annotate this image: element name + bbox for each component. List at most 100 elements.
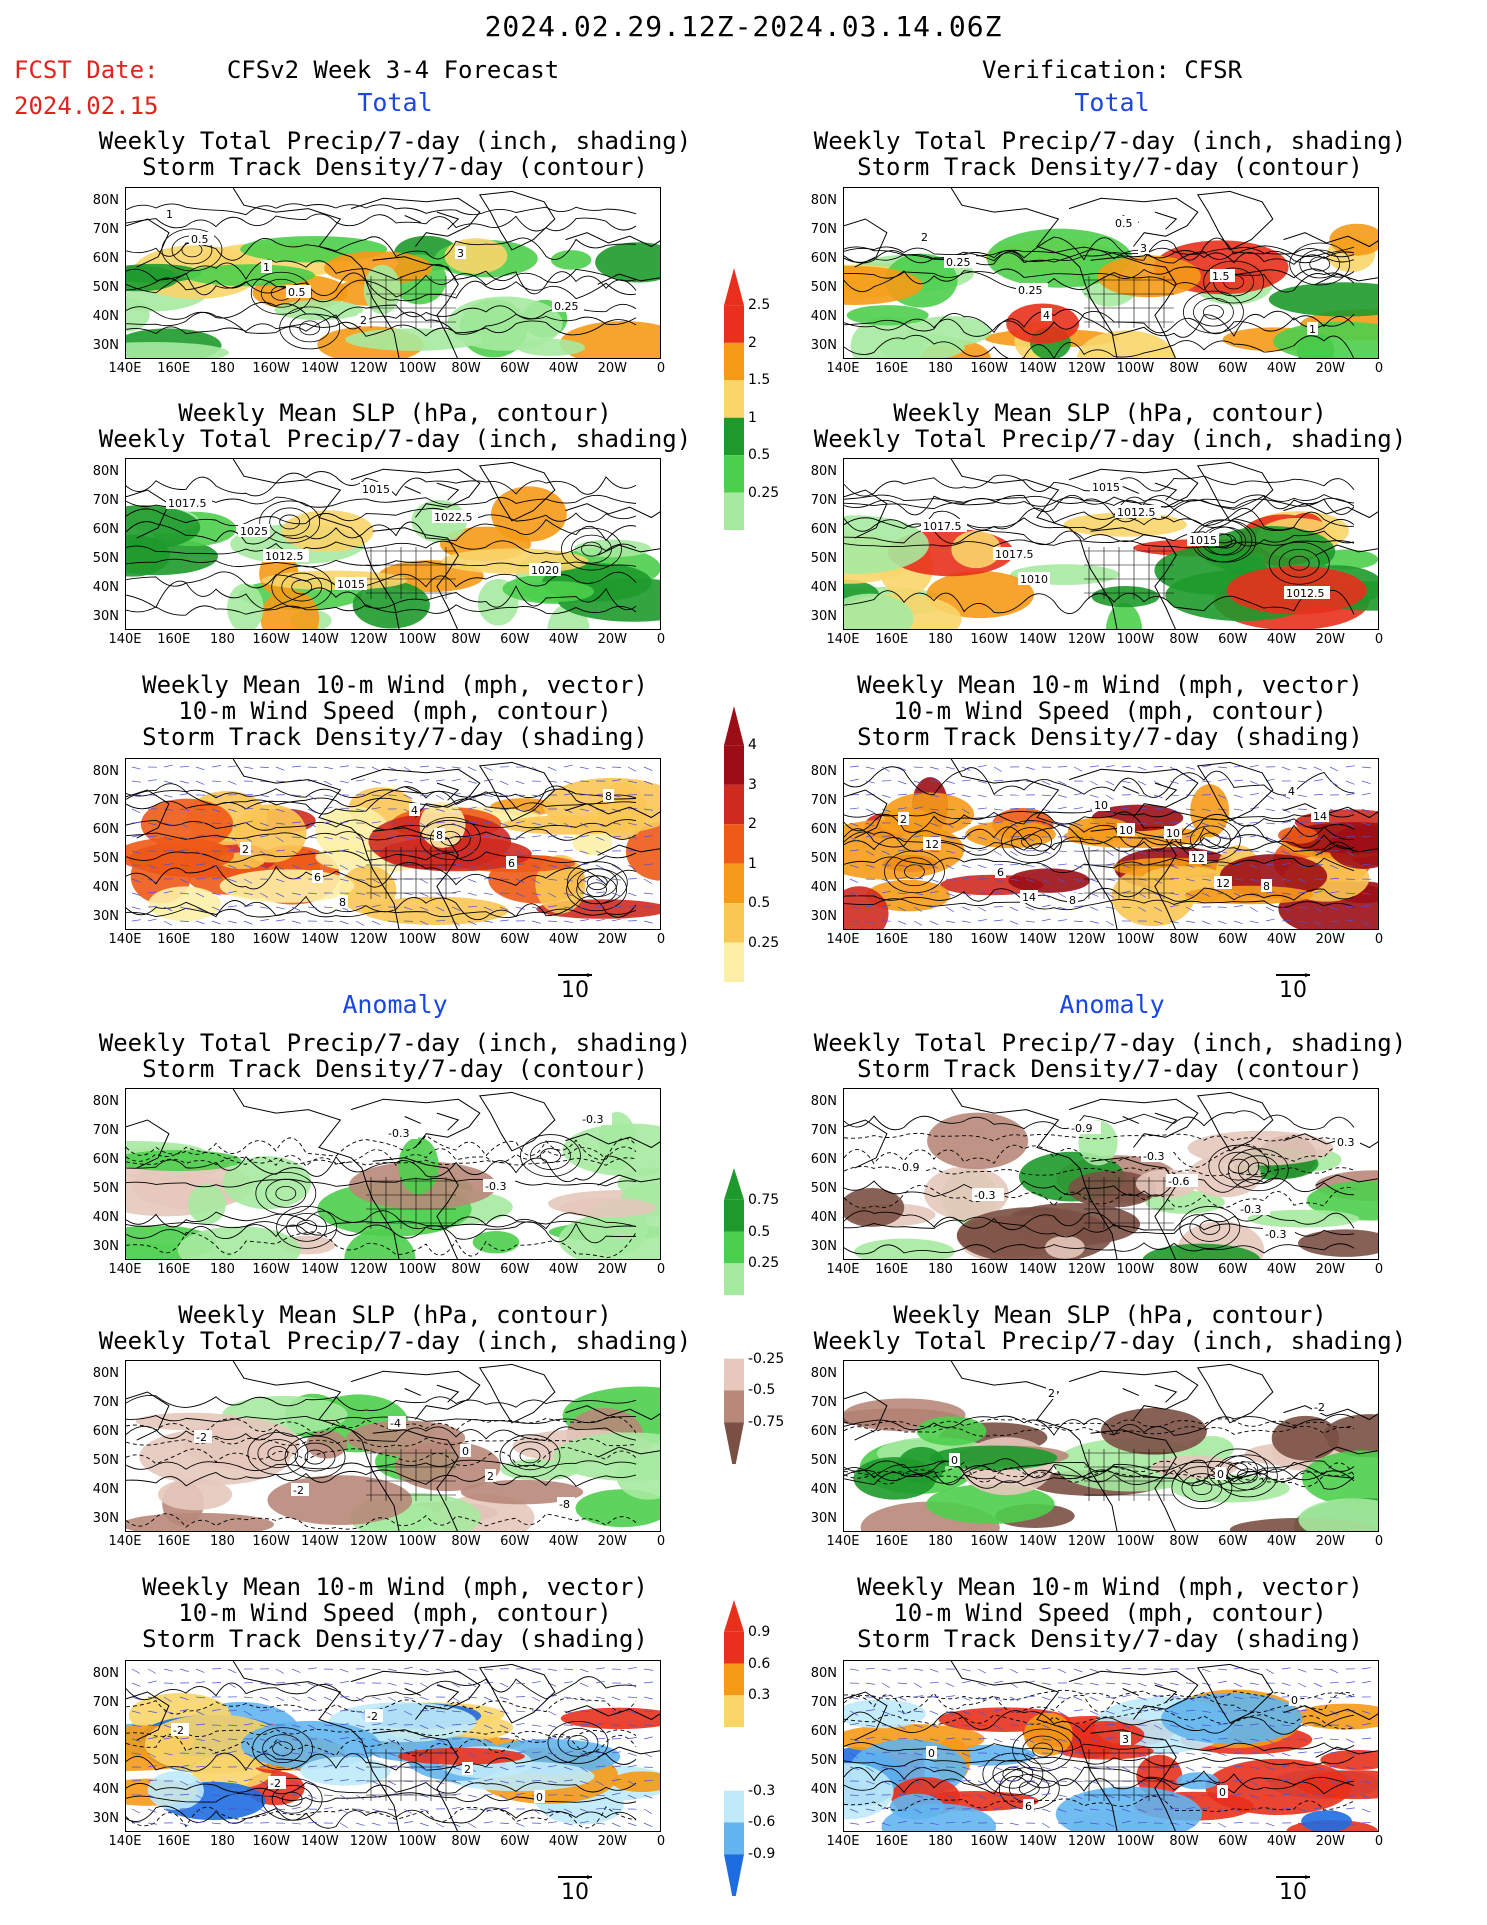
wind-vector <box>897 876 907 880</box>
wind-vector <box>339 1752 348 1759</box>
wind-vector <box>467 806 477 810</box>
wind-vector <box>563 793 573 796</box>
wind-vector <box>467 1752 477 1758</box>
wind-vector <box>1073 864 1083 869</box>
contour-line <box>844 823 1355 851</box>
wind-vector <box>547 878 557 881</box>
lat-label: 80N <box>810 764 837 779</box>
contour-line <box>126 311 637 335</box>
wind-vector <box>275 892 285 898</box>
contour-ring <box>1227 1148 1289 1192</box>
wind-vector <box>627 1710 637 1715</box>
wind-vector <box>945 878 955 881</box>
wind-vector <box>849 1696 859 1700</box>
contour-line <box>126 1146 637 1168</box>
wind-vector <box>531 1808 540 1814</box>
wind-vector <box>195 1696 205 1699</box>
wind-vector <box>1361 1821 1372 1824</box>
coastline <box>597 1174 660 1186</box>
wind-vector <box>291 892 301 896</box>
wind-vector <box>339 821 349 824</box>
wind-vector <box>163 794 173 798</box>
wind-vector <box>865 1667 876 1670</box>
wind-vector <box>163 1737 173 1740</box>
lon-label: 100W <box>398 361 437 376</box>
lat-label: 50N <box>92 1453 119 1468</box>
contour-label-bg <box>335 577 367 590</box>
colorbar-label: 1 <box>748 855 757 872</box>
contour-label: 2 <box>464 1763 471 1776</box>
wind-vector <box>355 1696 364 1703</box>
contour-label-bg <box>337 895 348 908</box>
wind-vector <box>1089 1710 1099 1715</box>
wind-vector <box>659 920 660 921</box>
wind-vector <box>1121 1694 1131 1698</box>
wind-vector <box>993 808 1003 811</box>
wind-vector <box>1041 892 1050 899</box>
wind-vector <box>563 764 573 768</box>
wind-vector <box>131 808 141 814</box>
contour-label: 0.9 <box>902 1161 920 1174</box>
wind-vector <box>1377 851 1378 852</box>
coastline <box>597 1746 660 1758</box>
wind-vector <box>291 1738 301 1742</box>
lon-label: 60W <box>500 1834 530 1849</box>
shading-blob <box>345 328 483 351</box>
wind-vector <box>945 1807 955 1810</box>
wind-vector <box>467 1738 478 1741</box>
fcst-date-value: 2024.02.15 <box>14 92 159 120</box>
lon-label: 140W <box>1019 1534 1057 1549</box>
wind-vector <box>323 836 333 840</box>
lon-label: 0 <box>656 1534 666 1549</box>
wind-vector <box>1201 808 1211 812</box>
wind-vector <box>483 864 493 867</box>
contour-ring <box>265 1178 307 1208</box>
wind-vector <box>1217 892 1227 895</box>
lon-label: 0 <box>656 1834 666 1849</box>
wind-vector <box>483 821 493 824</box>
wind-vector <box>259 1808 269 1814</box>
wind-vector <box>435 808 445 812</box>
wind-vector <box>1297 766 1307 770</box>
contour-label-bg <box>455 246 466 259</box>
lon-label: 100W <box>398 932 437 947</box>
wind-vector <box>419 1752 428 1758</box>
wind-vector <box>1361 1808 1371 1813</box>
wind-vector <box>1105 1766 1115 1771</box>
wind-vector <box>1201 1822 1212 1824</box>
lat-label: 50N <box>810 1453 837 1468</box>
wind-vector <box>291 906 301 911</box>
wind-vector <box>897 766 907 771</box>
lat-label: 40N <box>810 580 837 595</box>
wind-vector <box>1057 794 1067 798</box>
title-right-precip-storm: Weekly Total Precip/7-day (inch, shading… <box>813 127 1407 181</box>
wind-vector <box>1137 794 1147 797</box>
wind-vector <box>881 1710 891 1715</box>
wind-vector <box>275 1668 284 1674</box>
shading-blob <box>844 265 923 305</box>
wind-vector <box>1153 920 1163 925</box>
wind-vector <box>563 822 572 829</box>
wind-vector <box>451 1696 460 1702</box>
contour-line <box>126 1728 637 1738</box>
wind-vector <box>1265 1780 1276 1783</box>
contour-label: 2 <box>360 314 367 327</box>
wind-vector <box>849 920 859 923</box>
wind-vector <box>1057 878 1067 884</box>
wind-vector <box>243 1710 252 1716</box>
wind-vector <box>1057 1766 1068 1768</box>
wind-vector <box>1281 878 1291 882</box>
wind-vector <box>499 1682 509 1688</box>
wind-vector <box>291 1696 301 1702</box>
wind-vector <box>467 1780 477 1785</box>
wind-vector <box>611 1751 621 1754</box>
wind-vector <box>1233 1808 1243 1813</box>
wind-vector <box>929 878 939 883</box>
wind-vector <box>131 850 141 854</box>
wind-vector <box>531 849 541 852</box>
wind-vector <box>1009 1710 1019 1713</box>
wind-vector <box>881 1724 891 1727</box>
contour-label: 12 <box>925 838 939 851</box>
wind-vector <box>993 780 1004 782</box>
